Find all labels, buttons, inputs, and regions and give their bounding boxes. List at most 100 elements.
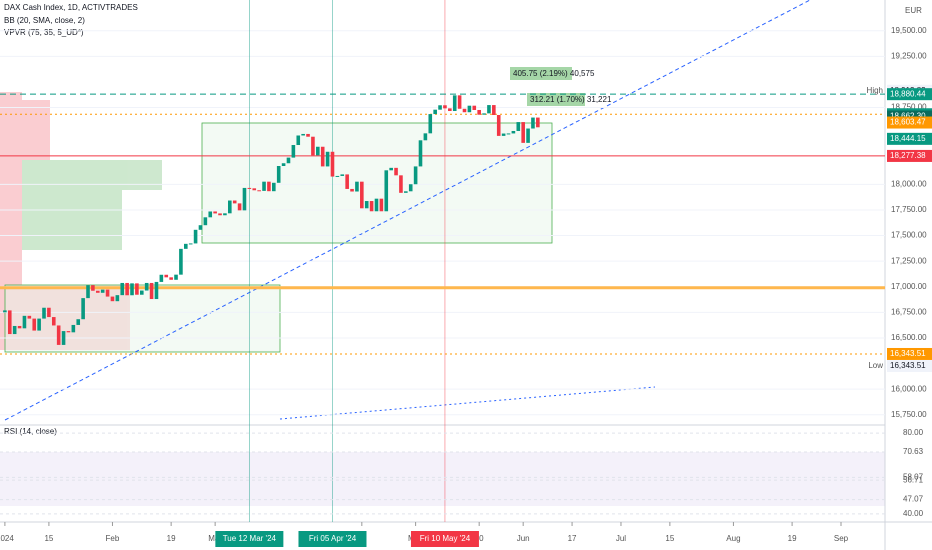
candle-body	[536, 117, 540, 128]
y-tick-label: 15,750.00	[891, 410, 927, 419]
candle-body	[296, 135, 301, 146]
price-label: 18,662.30	[890, 112, 926, 121]
candle-body	[130, 283, 134, 296]
rsi-tick-label: 56.71	[903, 475, 924, 484]
candle-body	[311, 136, 315, 156]
candle-body	[448, 108, 452, 112]
candle-body	[252, 188, 257, 191]
price-label-box	[887, 116, 932, 129]
y-tick-label: 18,000.00	[891, 179, 927, 188]
candle-body	[306, 133, 310, 137]
price-label: 18,277.38	[890, 151, 926, 160]
candle-body	[37, 318, 41, 331]
candle-body	[66, 331, 71, 333]
candle-body	[95, 290, 100, 293]
x-tick-label: 15	[44, 534, 53, 543]
price-tag: Low	[868, 361, 883, 370]
candle-body	[223, 213, 227, 216]
candle-body	[91, 285, 95, 291]
candle-body	[457, 95, 462, 109]
candle-body	[379, 198, 384, 212]
range-box	[4, 284, 281, 353]
y-tick-label: 16,500.00	[891, 333, 927, 342]
annotation: 405.75 (2.19%) 40,575	[513, 69, 595, 78]
x-tick-label: 20	[475, 534, 484, 543]
candle-body	[374, 198, 379, 212]
candle-body	[125, 282, 129, 296]
candle-body	[521, 122, 525, 143]
candle-body	[105, 289, 110, 297]
y-tick-label: 18,750.00	[891, 103, 927, 112]
candle-body	[526, 128, 530, 143]
candle-body	[428, 114, 433, 134]
candle-body	[330, 151, 335, 177]
candle-body	[516, 122, 521, 131]
candle-body	[76, 319, 81, 325]
candle-body	[301, 133, 305, 136]
x-tick-label: 19	[167, 534, 176, 543]
indicator: VPVR (75, 35, 5_UD*)	[4, 28, 84, 37]
price-label-box	[887, 88, 932, 101]
date-badge	[215, 531, 284, 547]
candle-body	[452, 95, 457, 112]
candle-body	[242, 187, 247, 211]
candle-body	[149, 282, 154, 300]
y-tick-label: 19,500.00	[891, 26, 927, 35]
price-label-box	[887, 347, 932, 360]
x-tick-label: 2024	[0, 534, 14, 543]
candle-body	[237, 203, 242, 211]
rsi-tick-label: 70.63	[903, 447, 924, 456]
rsi-title: RSI (14, close)	[4, 427, 57, 436]
vp-bar	[22, 160, 162, 190]
x-tick-label: 17	[568, 534, 577, 543]
candle-body	[462, 108, 467, 113]
annotation-box	[527, 93, 585, 106]
candle-body	[257, 190, 261, 192]
x-tick-label: Sep	[834, 534, 849, 543]
candle-body	[188, 243, 193, 245]
candle-body	[100, 289, 105, 293]
candle-body	[531, 117, 535, 129]
price-label-box	[887, 359, 932, 372]
rsi-tick-label: 47.07	[903, 495, 924, 504]
candle-body	[345, 174, 349, 189]
candle-body	[218, 213, 222, 216]
price-tag: High	[867, 86, 883, 95]
indicator: BB (20, SMA, close, 2)	[4, 16, 85, 25]
candle-body	[364, 201, 369, 209]
price-label: 18,444.15	[890, 134, 926, 143]
candle-body	[22, 315, 27, 329]
annotation: 312.21 (1.70%) 31,221	[530, 95, 612, 104]
x-tick-label: Aug	[726, 534, 740, 543]
candle-body	[27, 315, 32, 319]
candle-body	[179, 248, 183, 275]
x-tick-label: 19	[788, 534, 797, 543]
candle-body	[492, 105, 496, 116]
candle-body	[174, 274, 178, 280]
rsi-tick-label: 58.07	[903, 473, 924, 482]
date-badge	[410, 531, 479, 547]
candle-body	[12, 325, 17, 335]
x-tick-label: Mar	[208, 534, 222, 543]
rsi-tick-label: 80.00	[903, 428, 924, 437]
candle-body	[42, 307, 46, 319]
candle-body	[120, 282, 125, 296]
candle-body	[198, 225, 203, 230]
candle-body	[61, 331, 66, 345]
candle-body	[350, 188, 354, 192]
candle-body	[355, 181, 359, 192]
vp-bar	[22, 100, 50, 160]
date-badge-label: Fri 05 Apr '24	[309, 534, 357, 543]
price-label-box	[887, 149, 932, 162]
y-tick-label: 16,750.00	[891, 307, 927, 316]
candle-body	[389, 167, 393, 171]
candle-body	[32, 318, 37, 331]
candle-body	[413, 166, 418, 185]
rsi-band	[0, 452, 885, 506]
trend-line	[4, 0, 811, 421]
price-label: 16,343.51	[890, 361, 926, 370]
price-label: 18,880.44	[890, 89, 926, 98]
y-tick-label: 17,500.00	[891, 231, 927, 240]
candle-body	[267, 181, 271, 192]
candle-body	[320, 146, 325, 167]
